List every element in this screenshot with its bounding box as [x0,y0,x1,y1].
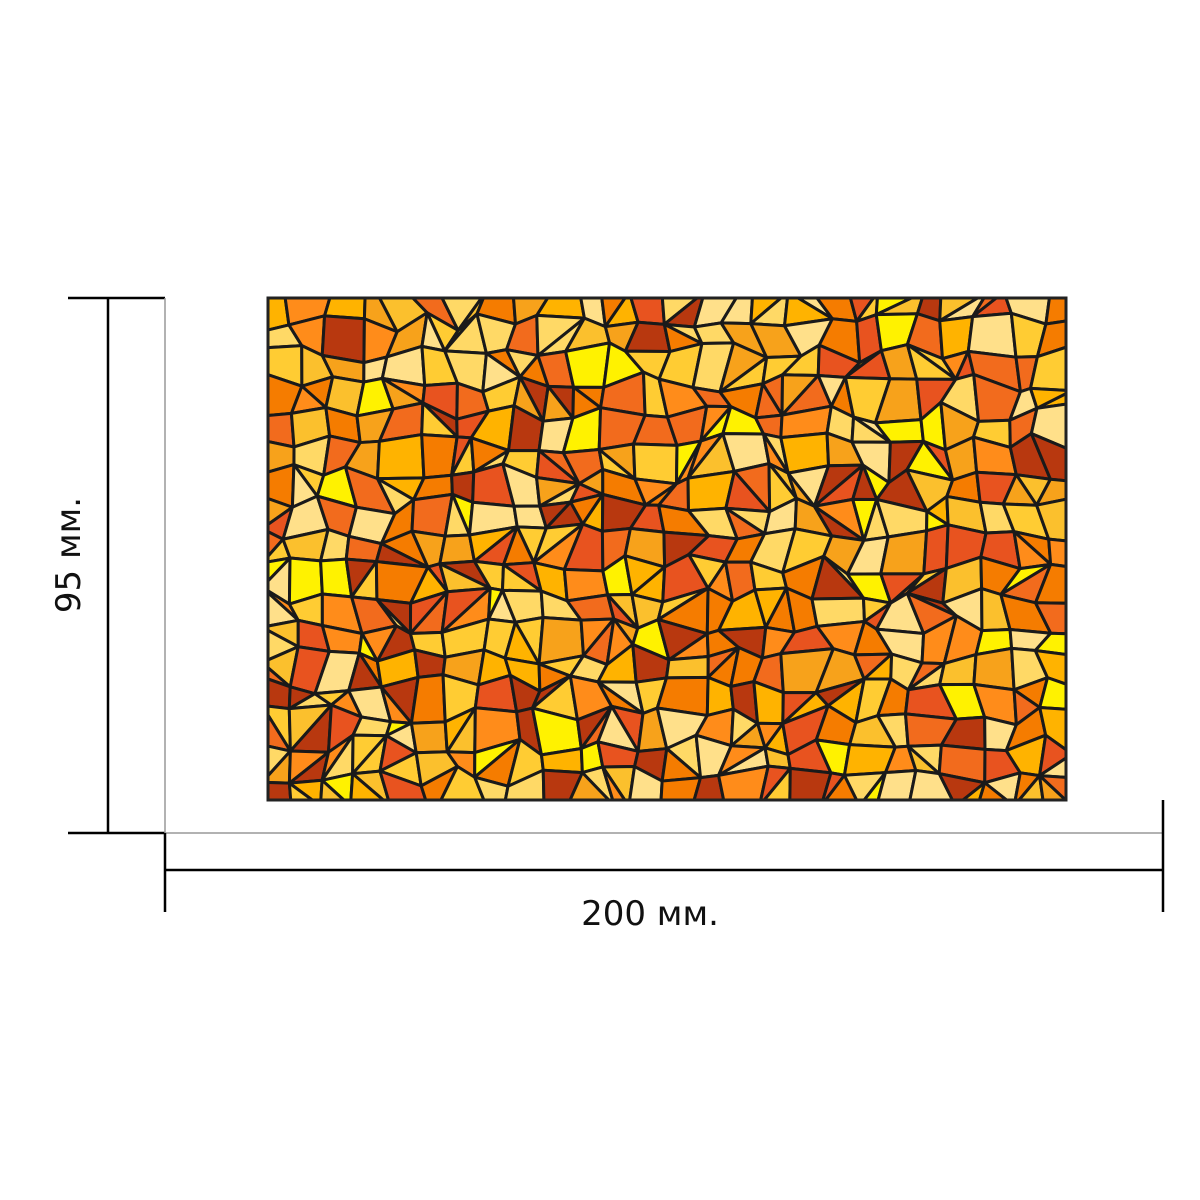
glass-piece [972,646,1016,692]
glass-piece [1047,537,1066,568]
glass-piece [977,781,1009,800]
glass-piece [564,341,612,389]
glass-piece [628,765,664,800]
glass-piece [1029,345,1066,392]
glass-piece [378,769,428,800]
glass-piece [879,529,929,576]
glass-piece [692,773,726,800]
glass-piece [1038,705,1066,752]
glass-piece [376,433,426,481]
glass-piece [351,715,393,738]
glass-piece [659,776,703,800]
glass-piece [439,764,486,800]
glass-piece [535,298,586,320]
glass-piece [966,311,1018,359]
glass-piece [1038,774,1066,800]
glass-piece [601,765,627,800]
glass-piece [664,655,710,680]
glass-piece [908,768,955,800]
glass-piece [409,673,447,725]
glass-piece [568,771,611,800]
glass-piece [1033,649,1066,686]
glass-piece [319,778,347,800]
glass-piece [287,781,315,800]
stained-glass-mosaic [268,298,1066,800]
glass-piece [717,764,770,800]
glass-piece [323,298,367,321]
height-label: 95 мм. [49,497,89,613]
glass-piece [1038,676,1066,711]
glass-piece [1034,601,1066,636]
glass-piece [788,766,833,800]
glass-piece [1035,319,1066,359]
glass-piece [922,523,950,576]
glass-piece [876,768,918,800]
glass-piece [1035,497,1066,543]
glass-piece [268,781,293,800]
glass-piece [631,442,679,486]
glass-piece [1029,432,1066,483]
glass-piece [1044,298,1066,326]
glass-piece [409,720,449,755]
glass-piece [349,772,386,800]
mosaic-border [266,296,1068,802]
width-label: 200 мм. [581,894,719,934]
glass-piece [473,775,510,800]
